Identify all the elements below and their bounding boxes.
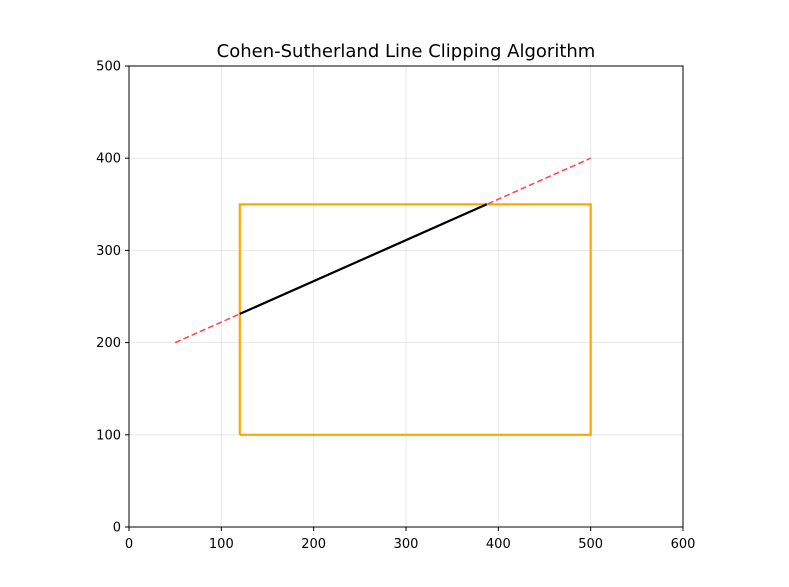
clip-window-series — [238, 203, 592, 436]
y-tick-label: 300 — [96, 244, 121, 259]
y-tick-label: 100 — [96, 428, 121, 443]
y-axis-ticks: 0 100 200 300 400 500 — [96, 60, 129, 536]
x-tick-label: 200 — [301, 537, 326, 552]
x-tick-label: 400 — [486, 537, 511, 552]
x-tick-label: 600 — [671, 537, 696, 552]
y-tick-label: 500 — [96, 60, 121, 75]
x-tick-label: 500 — [578, 537, 603, 552]
x-tick-label: 100 — [209, 537, 234, 552]
y-tick-label: 200 — [96, 336, 121, 351]
y-tick-label: 400 — [96, 152, 121, 167]
x-axis-ticks: 0 100 200 300 400 500 600 — [125, 527, 696, 552]
clipped-line-series — [239, 203, 488, 315]
x-tick-label: 300 — [394, 537, 419, 552]
y-tick-label: 0 — [113, 521, 121, 536]
chart-title: Cohen-Sutherland Line Clipping Algorithm — [217, 41, 596, 62]
plot-series — [174, 157, 592, 436]
x-tick-label: 0 — [125, 537, 133, 552]
